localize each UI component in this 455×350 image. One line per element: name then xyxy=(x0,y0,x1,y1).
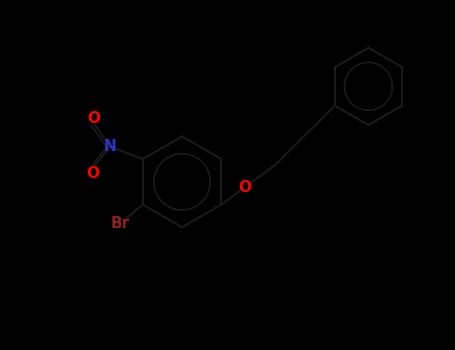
Text: O: O xyxy=(238,180,252,195)
Text: N: N xyxy=(104,139,116,154)
Text: Br: Br xyxy=(111,216,130,231)
Text: O: O xyxy=(86,166,99,181)
Text: O: O xyxy=(87,111,101,126)
